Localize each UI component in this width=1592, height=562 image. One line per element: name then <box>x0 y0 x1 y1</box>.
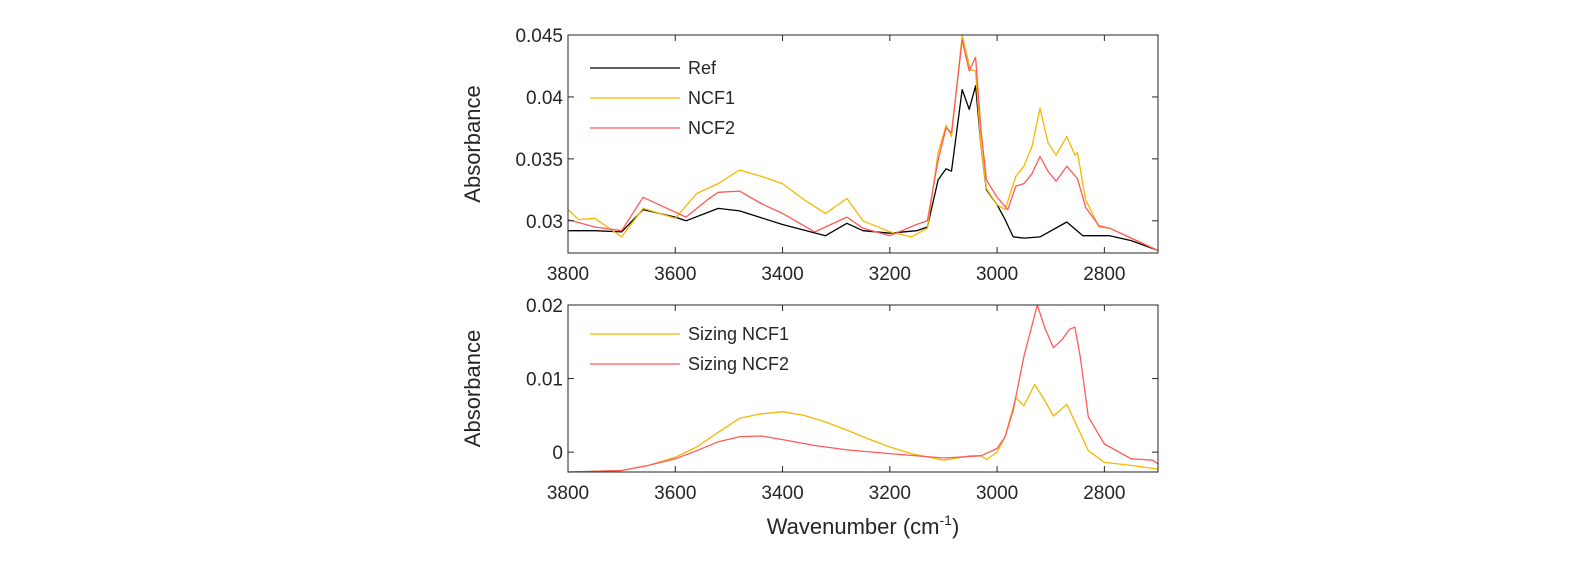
legend-item: NCF1 <box>590 88 735 108</box>
legend-item: Ref <box>590 58 717 78</box>
legend-item: Sizing NCF1 <box>590 324 789 344</box>
axes-box <box>567 34 1159 254</box>
x-tick-label: 2800 <box>1083 483 1125 504</box>
legend-label: Sizing NCF1 <box>688 324 789 344</box>
series-line-ref <box>568 85 1159 252</box>
legend-item: Sizing NCF2 <box>590 354 789 374</box>
x-tick-label: 3800 <box>547 483 589 504</box>
y-axis-label: Absorbance <box>460 85 485 202</box>
chart-2: 3800 3600 3400 3200 3000 2800 0 0.01 0.02 Absorba… <box>460 296 1159 539</box>
x-tick-label: 3400 <box>761 264 803 285</box>
x-tick-label: 3000 <box>976 483 1018 504</box>
x-tick-label: 3600 <box>654 483 696 504</box>
y-tick-label: 0.045 <box>515 26 563 47</box>
x-axis-label-text: Wavenumber (cm <box>767 514 940 539</box>
y-tick-label: 0.04 <box>526 88 563 109</box>
y-tick-label: 0.01 <box>526 370 563 391</box>
y-tick-label: 0.03 <box>526 212 563 233</box>
axes-box <box>567 304 1159 473</box>
series-line-sizing-ncf2 <box>567 304 1159 473</box>
x-axis-label-superscript: -1 <box>940 512 953 528</box>
x-axis-label-suffix: ) <box>952 514 959 539</box>
x-tick-label: 3200 <box>869 264 911 285</box>
legend-label: Ref <box>688 58 717 78</box>
x-tick-label: 3800 <box>547 264 589 285</box>
series-line-ncf1 <box>567 34 1159 252</box>
x-tick-label: 3200 <box>869 483 911 504</box>
x-tick-label: 3600 <box>654 264 696 285</box>
x-tick-label: 2800 <box>1083 264 1125 285</box>
y-tick-label: 0 <box>552 443 563 464</box>
y-tick-label: 0.02 <box>526 296 563 317</box>
y-axis-label: Absorbance <box>460 330 485 447</box>
legend-label: NCF2 <box>688 118 735 138</box>
x-axis-label: Wavenumber (cm-1) <box>767 512 960 539</box>
legend-label: NCF1 <box>688 88 735 108</box>
x-tick-label: 3000 <box>976 264 1018 285</box>
chart-1: 3800 3600 3400 3200 3000 2800 0.03 0.035 0.04 0.0… <box>460 26 1159 285</box>
y-tick-label: 0.035 <box>515 150 563 171</box>
series-line-ncf2 <box>567 39 1159 252</box>
x-tick-label: 3400 <box>761 483 803 504</box>
series-line-sizing-ncf1 <box>567 383 1159 473</box>
legend-label: Sizing NCF2 <box>688 354 789 374</box>
legend-item: NCF2 <box>590 118 735 138</box>
